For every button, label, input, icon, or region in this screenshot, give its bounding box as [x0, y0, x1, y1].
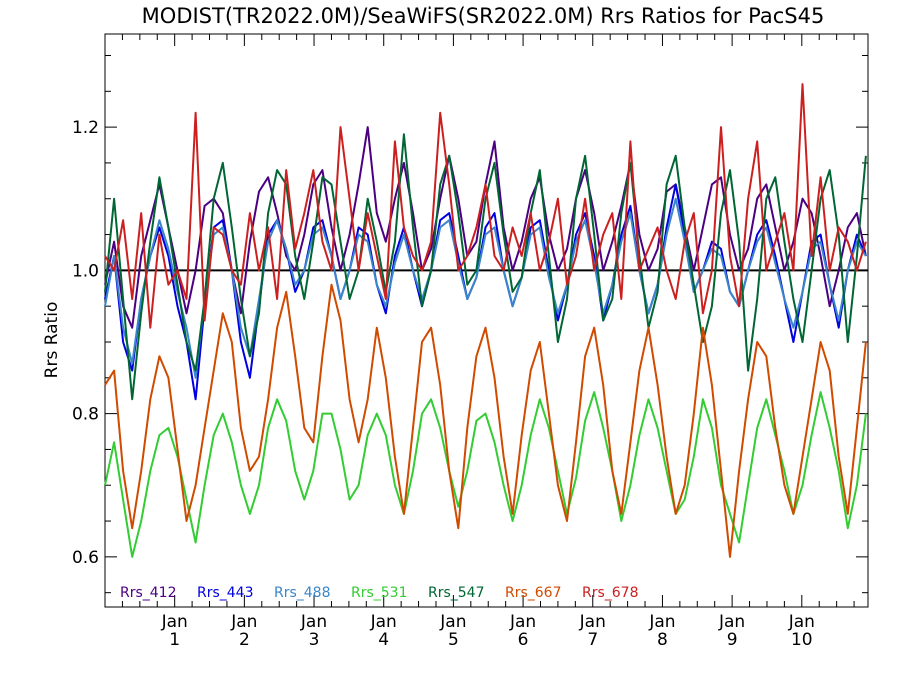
y-tick-label: 1.0	[72, 261, 99, 281]
x-tick-label-month: Jan	[161, 612, 188, 632]
x-tick-label-month: Jan	[300, 612, 327, 632]
x-tick-label-day: 10	[791, 630, 813, 650]
x-tick-label-month: Jan	[439, 612, 466, 632]
legend-entry-rrs-412: Rrs_412	[120, 585, 177, 601]
x-tick-label-day: 4	[378, 630, 389, 650]
x-tick-label-month: Jan	[579, 612, 606, 632]
x-tick-label-month: Jan	[509, 612, 536, 632]
x-tick-label-day: 8	[657, 630, 668, 650]
plot-area: 0.60.81.01.2Jan1Jan2Jan3Jan4Jan5Jan6Jan7…	[72, 33, 869, 650]
legend-entry-rrs-667: Rrs_667	[505, 585, 562, 601]
series-line-rrs-547	[104, 133, 867, 401]
y-axis-label: Rrs Ratio	[42, 302, 62, 379]
chart-title: MODIST(TR2022.0M)/SeaWiFS(SR2022.0M) Rrs…	[142, 4, 825, 28]
x-tick-label-day: 6	[518, 630, 529, 650]
y-tick-label: 0.6	[72, 548, 99, 568]
y-tick-label: 0.8	[72, 405, 99, 425]
x-tick-label-month: Jan	[788, 612, 815, 632]
x-tick-label-day: 2	[239, 630, 250, 650]
legend-entry-rrs-678: Rrs_678	[582, 585, 639, 601]
x-tick-label-day: 3	[309, 630, 320, 650]
y-tick-label: 1.2	[72, 118, 99, 138]
x-tick-label-day: 7	[587, 630, 598, 650]
x-tick-label-month: Jan	[230, 612, 257, 632]
legend-entry-rrs-443: Rrs_443	[197, 585, 254, 601]
legend-entry-rrs-488: Rrs_488	[274, 585, 331, 601]
plot-frame	[104, 33, 869, 608]
x-tick-label-day: 9	[727, 630, 738, 650]
legend-entry-rrs-547: Rrs_547	[428, 585, 485, 601]
x-tick-label-day: 5	[448, 630, 459, 650]
x-tick-label-month: Jan	[718, 612, 745, 632]
series-line-rrs-667	[104, 283, 867, 558]
series-line-rrs-443	[104, 183, 867, 401]
x-tick-label-day: 1	[169, 630, 180, 650]
x-tick-label-month: Jan	[370, 612, 397, 632]
legend-entry-rrs-531: Rrs_531	[351, 585, 408, 601]
series-line-rrs-678	[104, 83, 867, 329]
series-line-rrs-531	[104, 391, 867, 558]
x-tick-label-month: Jan	[648, 612, 675, 632]
